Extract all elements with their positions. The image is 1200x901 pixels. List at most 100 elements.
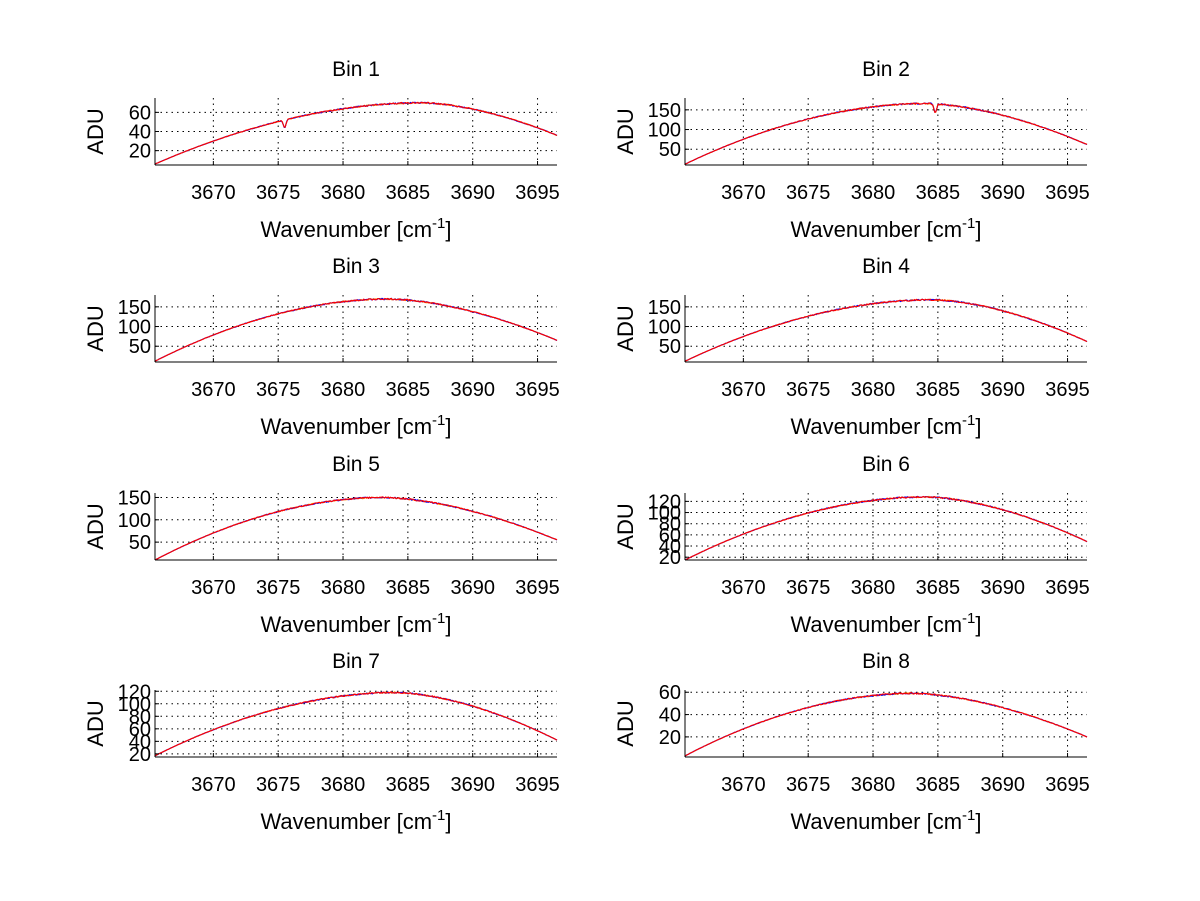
- x-tick-label: 3695: [1045, 774, 1090, 796]
- x-tick-label: 3690: [450, 774, 495, 796]
- x-tick-label: 3685: [386, 182, 431, 204]
- y-tick-label: 80: [659, 514, 681, 536]
- series-line-2: [684, 692, 1088, 757]
- series-line-2: [154, 496, 558, 561]
- x-tick-label: 3690: [450, 577, 495, 599]
- y-tick-label: 50: [659, 336, 681, 358]
- x-axis-label: Wavenumber [cm-1]: [790, 807, 981, 834]
- x-axis-label: Wavenumber [cm-1]: [790, 610, 981, 637]
- x-tick-label: 3670: [721, 182, 766, 204]
- y-tick-label: 100: [648, 503, 681, 525]
- x-tick-label: 3680: [851, 182, 896, 204]
- y-axis-label: ADU: [83, 108, 108, 154]
- x-tick-label: 3675: [256, 379, 301, 401]
- y-axis-label: ADU: [83, 305, 108, 351]
- x-tick-label: 3675: [786, 577, 831, 599]
- x-tick-label: 3680: [321, 577, 366, 599]
- x-tick-label: 3690: [980, 577, 1025, 599]
- x-tick-label: 3680: [321, 379, 366, 401]
- subplot-title: Bin 2: [862, 58, 910, 81]
- series-line-2: [684, 298, 1088, 362]
- x-tick-label: 3695: [515, 774, 560, 796]
- y-axis-label: ADU: [83, 700, 108, 746]
- x-tick-label: 3695: [1045, 379, 1090, 401]
- x-tick-label: 3695: [515, 379, 560, 401]
- x-tick-label: 3680: [851, 379, 896, 401]
- subplot-title: Bin 5: [332, 453, 380, 476]
- x-tick-label: 3695: [1045, 577, 1090, 599]
- series-line-3: [684, 495, 1088, 561]
- subplot-title: Bin 7: [332, 650, 380, 673]
- x-tick-label: 3670: [721, 379, 766, 401]
- series-line-3: [684, 102, 1088, 165]
- x-axis-label: Wavenumber [cm-1]: [260, 610, 451, 637]
- y-axis-label: ADU: [613, 108, 638, 154]
- series-line-2: [154, 691, 558, 757]
- y-tick-label: 50: [129, 336, 151, 358]
- y-tick-label: 60: [659, 525, 681, 547]
- x-tick-label: 3680: [321, 182, 366, 204]
- y-tick-label: 150: [648, 297, 681, 319]
- subplot-title: Bin 1: [332, 58, 380, 81]
- y-tick-label: 100: [118, 317, 151, 339]
- x-tick-label: 3685: [916, 774, 961, 796]
- y-tick-label: 120: [118, 681, 151, 703]
- x-tick-label: 3695: [1045, 182, 1090, 204]
- series-line-1: [684, 102, 1088, 165]
- x-tick-label: 3685: [386, 577, 431, 599]
- series-line-3: [684, 298, 1088, 362]
- x-axis-label: Wavenumber [cm-1]: [260, 807, 451, 834]
- series-line-1: [684, 692, 1088, 757]
- y-tick-label: 20: [659, 727, 681, 749]
- y-tick-label: 60: [129, 102, 151, 124]
- x-tick-label: 3675: [786, 182, 831, 204]
- x-tick-label: 3695: [515, 577, 560, 599]
- x-tick-label: 3685: [916, 182, 961, 204]
- subplot-title: Bin 4: [862, 255, 910, 278]
- y-tick-label: 100: [648, 317, 681, 339]
- y-tick-label: 40: [129, 122, 151, 144]
- x-axis-label: Wavenumber [cm-1]: [260, 215, 451, 242]
- x-tick-label: 3670: [191, 379, 236, 401]
- y-tick-label: 150: [118, 297, 151, 319]
- y-tick-label: 50: [659, 139, 681, 161]
- x-tick-label: 3670: [191, 182, 236, 204]
- series-line-3: [154, 496, 558, 561]
- series-line-2: [684, 102, 1088, 165]
- x-tick-label: 3690: [980, 774, 1025, 796]
- y-tick-label: 60: [129, 719, 151, 741]
- series-line-3: [684, 692, 1088, 757]
- series-line-1: [154, 691, 558, 757]
- x-tick-label: 3695: [515, 182, 560, 204]
- x-tick-label: 3690: [450, 182, 495, 204]
- y-tick-label: 80: [129, 706, 151, 728]
- series-line-1: [684, 495, 1088, 561]
- x-tick-label: 3670: [191, 774, 236, 796]
- subplot-title: Bin 8: [862, 650, 910, 673]
- x-tick-label: 3680: [851, 577, 896, 599]
- series-line-1: [684, 298, 1088, 362]
- y-tick-label: 100: [118, 510, 151, 532]
- x-tick-label: 3675: [256, 182, 301, 204]
- x-tick-label: 3670: [721, 774, 766, 796]
- x-tick-label: 3675: [786, 774, 831, 796]
- x-tick-label: 3675: [256, 577, 301, 599]
- y-axis-label: ADU: [613, 305, 638, 351]
- x-tick-label: 3690: [450, 379, 495, 401]
- x-tick-label: 3685: [386, 774, 431, 796]
- x-tick-label: 3685: [386, 379, 431, 401]
- y-tick-label: 150: [648, 100, 681, 122]
- x-axis-label: Wavenumber [cm-1]: [790, 215, 981, 242]
- series-line-3: [154, 297, 558, 362]
- y-tick-label: 20: [129, 744, 151, 766]
- series-line-2: [154, 297, 558, 362]
- y-tick-label: 50: [129, 532, 151, 554]
- series-line-1: [154, 101, 558, 165]
